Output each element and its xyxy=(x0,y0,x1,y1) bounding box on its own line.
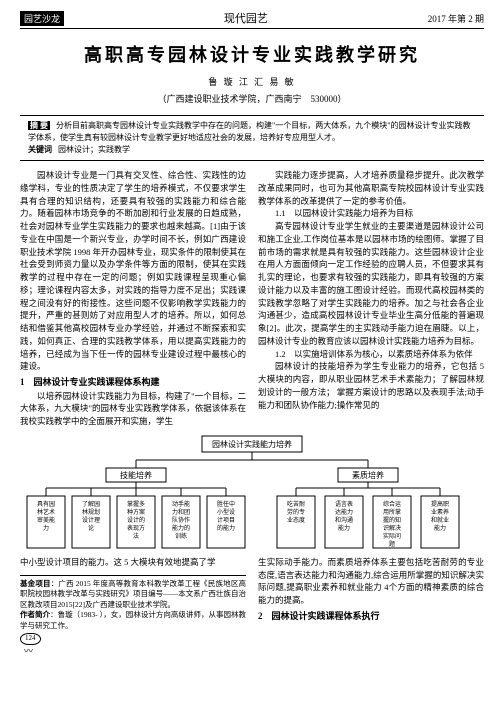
tilde-icon: 〰 xyxy=(24,645,246,658)
paragraph: 高专园林设计专业学生就业的主要渠道是园林设计公司和施工企业,工作岗位基本是以园林… xyxy=(258,220,484,348)
fund-label: 基金项目 xyxy=(20,579,51,588)
abstract-block: 摘 要 分析目前高职高专园林设计专业实践教学中存在的问题，构建"一个目标，两大体… xyxy=(20,115,484,161)
keywords-label: 关键词 xyxy=(28,145,52,154)
svg-text:园林设计实践能力培养: 园林设计实践能力培养 xyxy=(212,439,292,449)
svg-text:力和团: 力和团 xyxy=(172,508,190,516)
keywords-text: 园林设计；实践教学 xyxy=(58,145,130,154)
subsection-heading: 1.1 以园林设计实践能力培养为目标 xyxy=(258,207,484,220)
svg-text:林规划: 林规划 xyxy=(82,508,100,516)
svg-text:综合运: 综合运 xyxy=(383,500,401,508)
svg-text:审美能: 审美能 xyxy=(37,516,55,524)
svg-text:能力的: 能力的 xyxy=(172,524,190,532)
svg-text:能力: 能力 xyxy=(338,524,350,532)
svg-text:了解园: 了解园 xyxy=(82,500,100,508)
column-badge: 园艺沙龙 xyxy=(20,11,64,26)
right-column-below: 生实际动手能力。而素质培养体系主要包括吃苦耐劳的专业态度,语言表达能力和沟通能力… xyxy=(258,556,484,658)
svg-text:用所掌: 用所掌 xyxy=(383,508,401,516)
body-columns: 园林设计专业是一门具有交叉性、综合性、实践性的边缘学科，专业的性质决定了学生的培… xyxy=(20,169,484,428)
paragraph: 园林设计专业是一门具有交叉性、综合性、实践性的边缘学科，专业的性质决定了学生的培… xyxy=(20,169,246,373)
paragraph: 实践能力逐步提高，人才培养质量稳步提升。此次教学改革成果同时，也可为其他高职高专… xyxy=(258,169,484,207)
svg-text:设计的: 设计的 xyxy=(127,516,145,524)
svg-text:力: 力 xyxy=(43,524,49,532)
svg-text:动手能: 动手能 xyxy=(172,500,190,508)
svg-text:具有园: 具有园 xyxy=(37,500,55,508)
svg-text:语言表: 语言表 xyxy=(335,500,353,508)
svg-text:吃苦耐: 吃苦耐 xyxy=(287,500,305,508)
svg-text:技能培养: 技能培养 xyxy=(120,470,152,480)
svg-text:和沟通: 和沟通 xyxy=(335,516,353,524)
subsection-heading: 1.2 以实施培训体系为核心，以素质培养体系为依伴 xyxy=(258,348,484,361)
page: 园艺沙龙 现代园艺 2017 年第 2 期 高职高专园林设计专业实践教学研究 鲁… xyxy=(0,0,504,713)
left-column-below: 中小型设计项目的能力。这 5 大模块有效地提高了学 基金项目：广西 2015 年… xyxy=(20,556,246,658)
svg-text:掌握多: 掌握多 xyxy=(127,500,145,508)
svg-text:提高职: 提高职 xyxy=(431,500,449,508)
svg-text:业态度: 业态度 xyxy=(287,516,305,524)
issue-info: 2017 年第 2 期 xyxy=(428,12,484,25)
svg-text:实际问: 实际问 xyxy=(383,532,401,540)
section-heading: 1 园林设计专业实践课程体系构建 xyxy=(20,376,246,390)
footer-block: 基金项目：广西 2015 年度高等教育本科教学改革工程《民族地区高职院校园林教学… xyxy=(20,575,246,658)
section-heading: 2 园林设计实践课程体系执行 xyxy=(258,610,484,624)
svg-text:队协作: 队协作 xyxy=(172,516,190,524)
svg-text:素质培养: 素质培养 xyxy=(352,470,384,480)
svg-text:论: 论 xyxy=(88,524,94,532)
paragraph: 生实际动手能力。而素质培养体系主要包括吃苦耐劳的专业态度,语言表达能力和沟通能力… xyxy=(258,556,484,607)
paragraph: 园林设计的技能培养为学生专业能力的培养，它包括 5 大模块的内容，即从职业园林艺… xyxy=(258,360,484,411)
svg-text:能力: 能力 xyxy=(434,524,446,532)
svg-text:题: 题 xyxy=(389,541,395,548)
authors: 鲁 璇 江 汇 易 敏 xyxy=(20,75,484,88)
paragraph: 中小型设计项目的能力。这 5 大模块有效地提高了学 xyxy=(20,556,246,569)
svg-text:和就业: 和就业 xyxy=(431,516,449,524)
svg-text:种方案: 种方案 xyxy=(127,508,145,516)
author-bio-label: 作者简介 xyxy=(20,610,50,619)
svg-text:胜任中: 胜任中 xyxy=(217,500,235,508)
header: 园艺沙龙 现代园艺 2017 年第 2 期 xyxy=(20,10,484,29)
abstract-label: 摘 要 xyxy=(28,121,50,130)
svg-text:识解决: 识解决 xyxy=(383,524,401,532)
svg-text:设计理: 设计理 xyxy=(82,516,100,524)
right-column: 实践能力逐步提高，人才培养质量稳步提升。此次教学改革成果同时，也可为其他高职高专… xyxy=(258,169,484,428)
journal-name: 现代园艺 xyxy=(224,10,268,26)
page-number: 124 xyxy=(20,633,41,645)
svg-text:训练: 训练 xyxy=(175,532,187,540)
left-column: 园林设计专业是一门具有交叉性、综合性、实践性的边缘学科，专业的性质决定了学生的培… xyxy=(20,169,246,428)
svg-text:小型设: 小型设 xyxy=(217,508,235,516)
fund-text: 广西 2015 年度高等教育本科教学改革工程《民族地区高职院校园林教学改革与实践… xyxy=(20,579,246,609)
svg-text:表现方: 表现方 xyxy=(127,524,145,532)
svg-text:林艺术: 林艺术 xyxy=(37,508,55,516)
svg-text:法: 法 xyxy=(133,532,139,540)
paragraph: 以培养园林设计实践能力为目标，构建了"一个目标，二大体系，九大模块"的园林专业实… xyxy=(20,390,246,428)
svg-text:计项目: 计项目 xyxy=(217,516,235,524)
flowchart-diagram: 园林设计实践能力培养 技能培养 素质培养 xyxy=(20,434,484,552)
svg-text:劳的专: 劳的专 xyxy=(287,508,305,516)
svg-text:达能力: 达能力 xyxy=(335,508,353,516)
svg-text:业素养: 业素养 xyxy=(431,508,449,516)
article-title: 高职高专园林设计专业实践教学研究 xyxy=(20,41,484,67)
svg-text:的能力: 的能力 xyxy=(217,524,235,532)
below-columns: 中小型设计项目的能力。这 5 大模块有效地提高了学 基金项目：广西 2015 年… xyxy=(20,556,484,658)
svg-text:握的知: 握的知 xyxy=(383,516,401,524)
author-bio-text: 鲁璇（1983- ），女，园林设计方向高级讲师，从事园林教学与研究工作。 xyxy=(20,610,246,630)
affiliation: （广西建设职业技术学院，广西南宁 530000） xyxy=(20,92,484,105)
abstract-text: 分析目前高职高专园林设计专业实践教学中存在的问题，构建"一个目标，两大体系，九个… xyxy=(28,121,471,142)
flowchart-svg: 园林设计实践能力培养 技能培养 素质培养 xyxy=(20,434,484,552)
